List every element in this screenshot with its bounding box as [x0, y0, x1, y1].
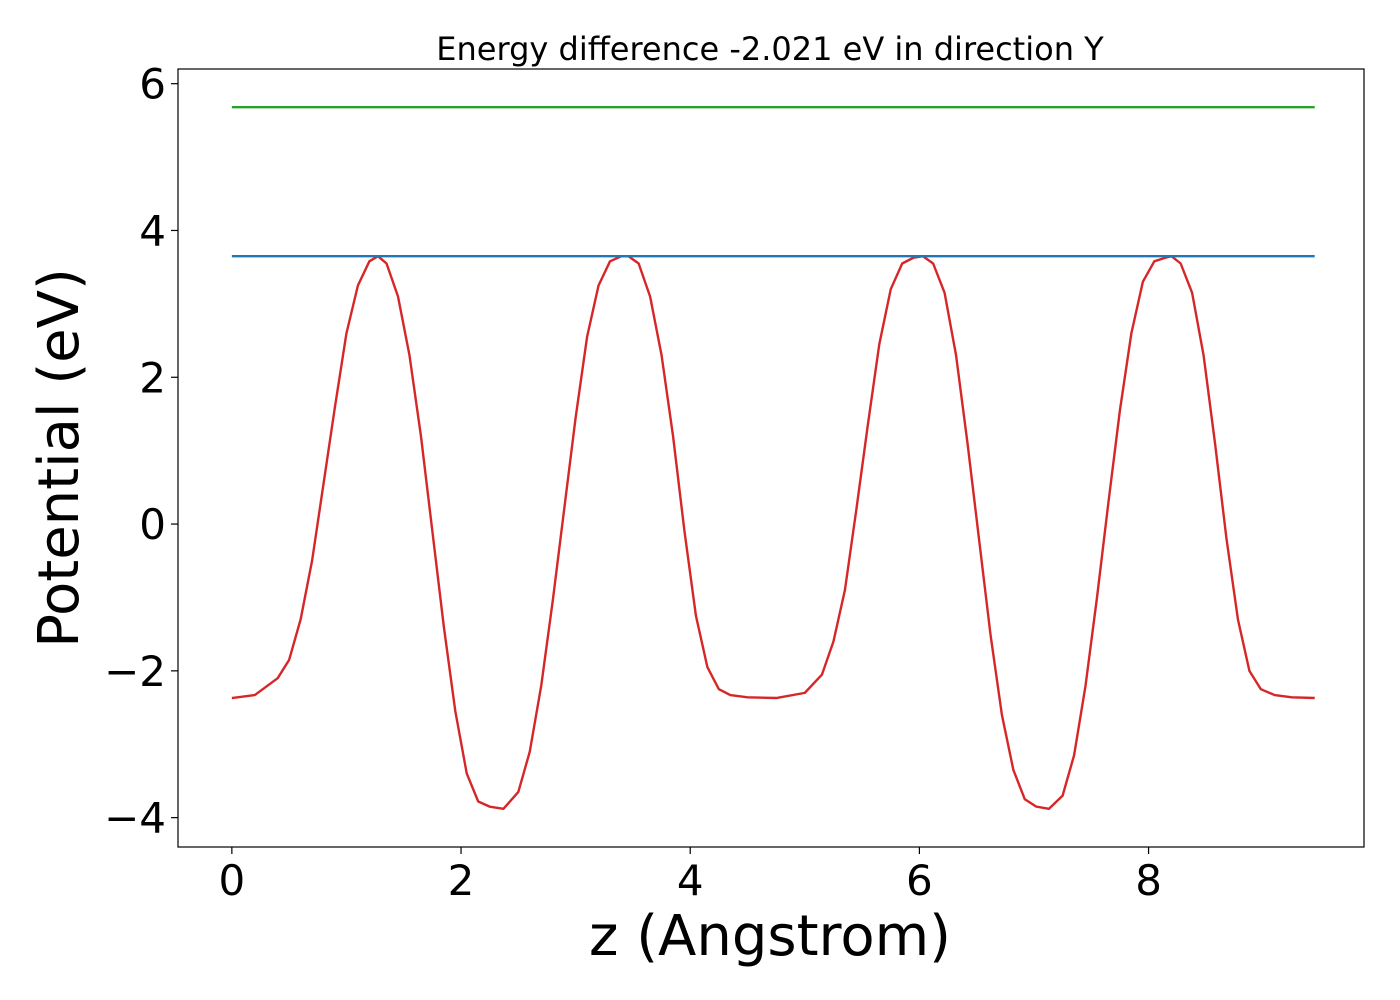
- y-axis-label: Potential (eV): [27, 268, 92, 648]
- x-tick-label: 4: [677, 856, 704, 905]
- x-tick-label: 2: [448, 856, 475, 905]
- chart-title: Energy difference -2.021 eV in direction…: [436, 30, 1104, 68]
- y-tick-label: −4: [104, 794, 166, 843]
- x-axis: 0 2 4 6 8: [218, 847, 1162, 905]
- x-tick-label: 0: [218, 856, 245, 905]
- y-tick-label: −2: [104, 647, 166, 696]
- plot-frame: [177, 68, 1365, 848]
- y-axis: −4 −2 0 2 4 6: [104, 60, 178, 843]
- y-tick-label: 2: [139, 353, 166, 402]
- x-axis-label: z (Angstrom): [589, 904, 951, 969]
- y-tick-label: 4: [139, 206, 166, 255]
- x-tick-label: 6: [906, 856, 933, 905]
- y-tick-label: 0: [139, 500, 166, 549]
- x-tick-label: 8: [1135, 856, 1162, 905]
- series-line-0: [231, 254, 1315, 811]
- series-layer: [231, 105, 1315, 811]
- y-tick-label: 6: [139, 60, 166, 109]
